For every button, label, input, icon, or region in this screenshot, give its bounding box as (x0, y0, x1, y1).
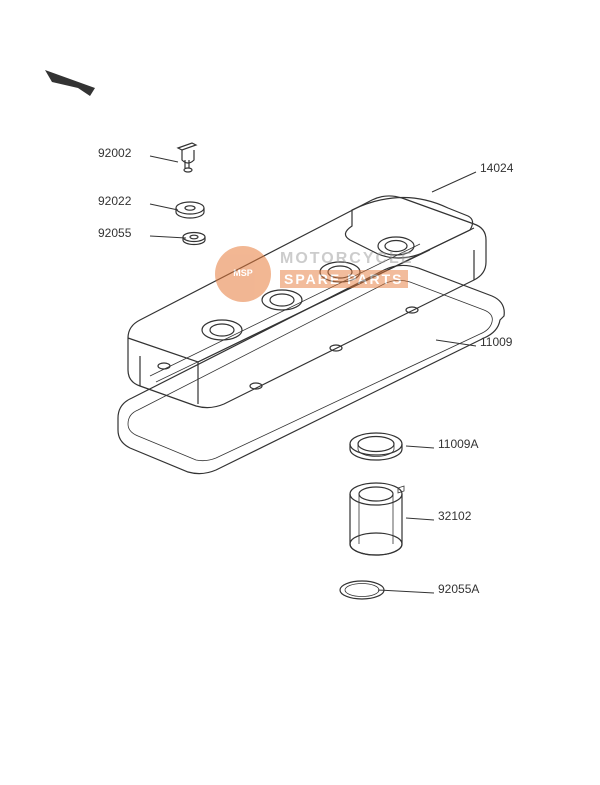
watermark-line2: SPARE PARTS (280, 270, 408, 288)
watermark-text: MOTORCYCLE SPARE PARTS (280, 250, 413, 289)
diagram-canvas: 92002 92022 92055 14024 11009 11009A 321… (0, 0, 600, 785)
part-32102 (350, 483, 404, 555)
part-14024 (128, 196, 486, 408)
label-92055a: 92055A (438, 582, 479, 596)
label-11009: 11009 (480, 335, 512, 349)
label-32102: 32102 (438, 509, 471, 523)
label-92022: 92022 (98, 194, 131, 208)
label-14024: 14024 (480, 161, 513, 175)
part-92055a (340, 581, 384, 599)
label-92002: 92002 (98, 146, 131, 160)
watermark-line1: MOTORCYCLE (280, 250, 413, 268)
watermark-badge-text: MSP (233, 269, 253, 279)
part-92002 (178, 143, 196, 172)
part-11009a (350, 433, 402, 460)
diagram-svg (0, 0, 600, 785)
leader-lines (150, 156, 476, 593)
part-92022 (176, 202, 204, 218)
watermark-badge: MSP (215, 246, 271, 302)
label-11009a: 11009A (438, 437, 478, 451)
direction-arrow (45, 70, 95, 96)
label-92055: 92055 (98, 226, 131, 240)
part-92055 (183, 233, 205, 245)
